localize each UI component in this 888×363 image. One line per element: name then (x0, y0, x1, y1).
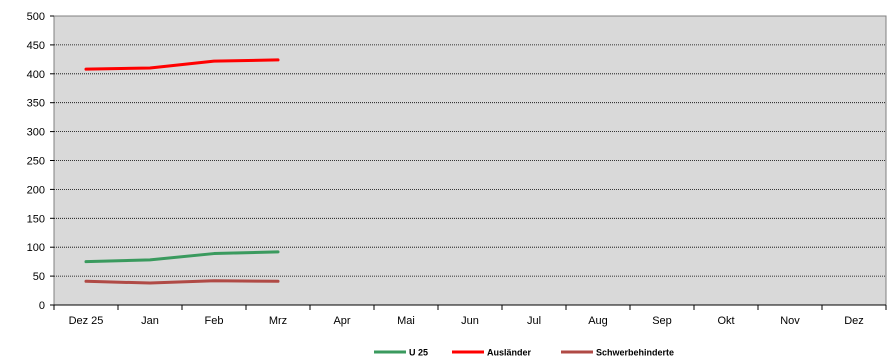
y-tick-label: 0 (39, 300, 45, 312)
y-tick-label: 150 (27, 213, 45, 225)
y-tick-label: 100 (27, 242, 45, 254)
x-tick-label: Dez (844, 315, 864, 327)
y-tick-label: 250 (27, 156, 45, 168)
x-tick-label: Feb (205, 315, 224, 327)
x-tick-label: Mai (397, 315, 415, 327)
legend-label: Ausländer (487, 348, 532, 358)
legend: U 25 Ausländer Schwerbehinderte (374, 348, 674, 358)
legend-label: Schwerbehinderte (596, 348, 674, 358)
y-tick-label: 350 (27, 98, 45, 110)
y-tick-label: 300 (27, 127, 45, 139)
y-axis: 0 50 100 150 200 250 300 350 400 450 500 (27, 11, 54, 312)
series-line (84, 58, 280, 71)
y-tick-label: 200 (27, 184, 45, 196)
x-tick-label: Nov (780, 315, 800, 327)
y-tick-label: 50 (33, 271, 45, 283)
x-tick-label: Aug (588, 315, 608, 327)
legend-label: U 25 (409, 348, 428, 358)
x-tick-label: Dez 25 (69, 315, 104, 327)
series-line (84, 279, 280, 285)
x-tick-label: Jun (461, 315, 479, 327)
x-tick-label: Sep (652, 315, 672, 327)
x-axis: Dez 25 Jan Feb Mrz Apr Mai Jun Jul Aug Sep Okt Nov D… (53, 304, 887, 327)
x-tick-label: Jul (527, 315, 541, 327)
x-tick-label: Jan (141, 315, 159, 327)
x-tick-label: Okt (717, 315, 734, 327)
gridlines (54, 44, 886, 277)
y-tick-label: 450 (27, 40, 45, 52)
y-tick-label: 500 (27, 11, 45, 23)
series-line (84, 250, 280, 264)
series-lines (84, 58, 280, 285)
x-tick-label: Apr (333, 315, 350, 327)
x-tick-label: Mrz (269, 315, 287, 327)
y-tick-label: 400 (27, 69, 45, 81)
